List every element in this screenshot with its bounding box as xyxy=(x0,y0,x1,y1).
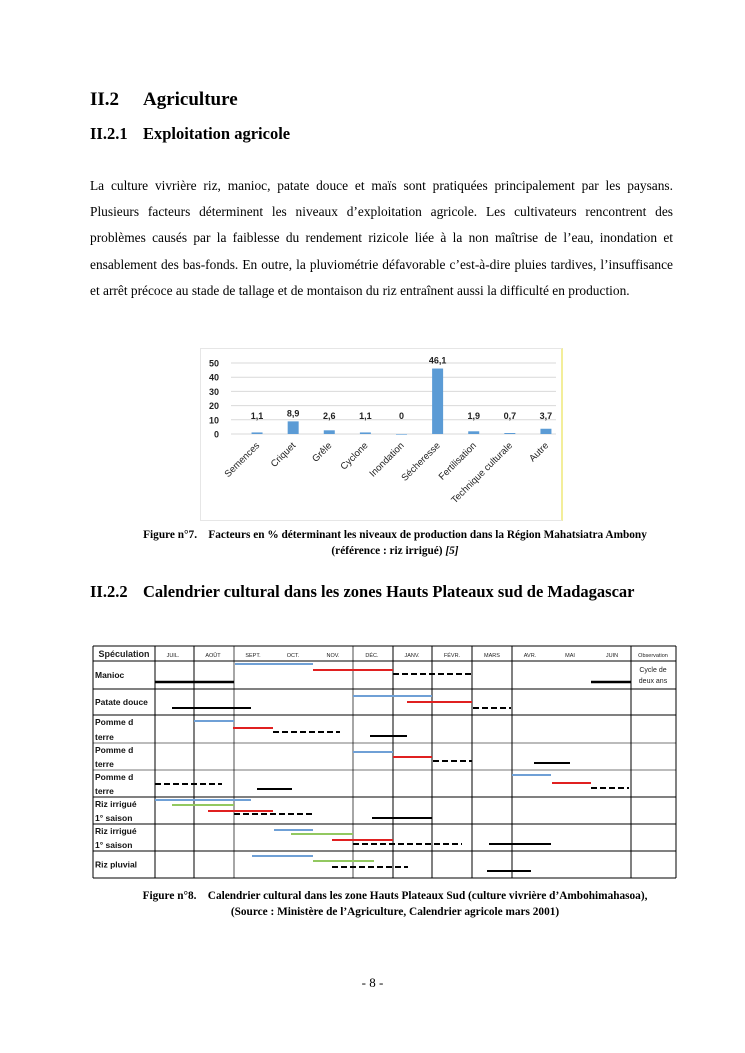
header-cell: MARS xyxy=(484,653,500,659)
y-tick-label: 40 xyxy=(209,373,219,383)
bar xyxy=(396,434,407,435)
row-label: Patate douce xyxy=(95,697,148,707)
subsection-heading: II.2.1 Exploitation agricole xyxy=(90,124,291,143)
header-cell: AVR. xyxy=(524,653,537,659)
y-tick-label: 50 xyxy=(209,359,219,369)
row-label: Pomme d xyxy=(95,745,133,755)
header-cell: OCT. xyxy=(287,653,300,659)
bar xyxy=(468,431,480,434)
data-label: 8,9 xyxy=(287,408,300,418)
y-tick-label: 10 xyxy=(209,415,219,425)
header-cell: FÉVR. xyxy=(444,652,461,659)
page-number: - 8 - xyxy=(361,975,384,990)
row-label: 1° saison xyxy=(95,813,132,823)
row-label: Pomme d xyxy=(95,717,133,727)
header-cell: JUIL. xyxy=(167,653,180,659)
data-label: 1,9 xyxy=(467,411,480,421)
row-label: Riz irrigué xyxy=(95,826,137,836)
row-label: terre xyxy=(95,759,114,769)
row-label: terre xyxy=(95,786,114,796)
header-cell: Observation xyxy=(638,653,668,659)
row-label: terre xyxy=(95,732,114,742)
row-label: Riz pluvial xyxy=(95,860,137,870)
row-label: Manioc xyxy=(95,670,125,680)
bar xyxy=(359,432,371,434)
body-paragraph: La culture vivrière riz, manioc, patate … xyxy=(90,178,673,298)
subsection-heading-2: II.2.2 Calendrier cultural dans les zones… xyxy=(90,582,635,601)
bar xyxy=(540,428,552,434)
y-tick-label: 0 xyxy=(214,430,219,440)
header-cell: MAI xyxy=(565,653,575,659)
crop-calendar-table: Spéculation JUIL. AOÛT SEPT. OCT. NOV. DÉC. JAN… xyxy=(92,645,677,879)
data-label: 3,7 xyxy=(540,411,553,421)
data-label: 0,7 xyxy=(504,411,517,421)
y-tick-label: 30 xyxy=(209,387,219,397)
bar xyxy=(287,421,299,434)
bar xyxy=(432,368,444,434)
header-cell: NOV. xyxy=(327,653,340,659)
header-cell: SEPT. xyxy=(245,653,261,659)
figure-8-caption: Figure n°8. Calendrier cultural dans les… xyxy=(142,890,648,918)
header-cell: JANV. xyxy=(404,653,420,659)
data-label: 46,1 xyxy=(429,356,447,366)
figure-7-caption: Figure n°7. Facteurs en % déterminant le… xyxy=(143,529,647,557)
header-cell: Spéculation xyxy=(98,649,149,659)
observation-text: deux ans xyxy=(639,678,668,685)
section-heading: II.2 Agriculture xyxy=(90,89,238,110)
bar xyxy=(323,430,335,434)
data-label: 1,1 xyxy=(251,411,264,421)
data-label: 2,6 xyxy=(323,411,336,421)
header-cell: JUIN xyxy=(606,653,618,659)
bar xyxy=(251,432,263,434)
header-cell: AOÛT xyxy=(205,652,221,659)
header-cell: DÉC. xyxy=(365,652,379,659)
row-label: Pomme d xyxy=(95,772,133,782)
y-tick-label: 20 xyxy=(209,401,219,411)
observation-text: Cycle de xyxy=(639,667,666,674)
row-label: 1° saison xyxy=(95,840,132,850)
bar-chart: 0 10 20 30 40 50 1,1 Semences 8,9 Criquet 2,6 Grêle… xyxy=(200,348,563,521)
data-label: 0 xyxy=(399,411,404,421)
data-label: 1,1 xyxy=(359,411,372,421)
row-label: Riz irrigué xyxy=(95,799,137,809)
bar xyxy=(504,433,516,434)
chart-svg: 010203040501,1Semences8,9Criquet2,6Grêle… xyxy=(209,356,556,506)
